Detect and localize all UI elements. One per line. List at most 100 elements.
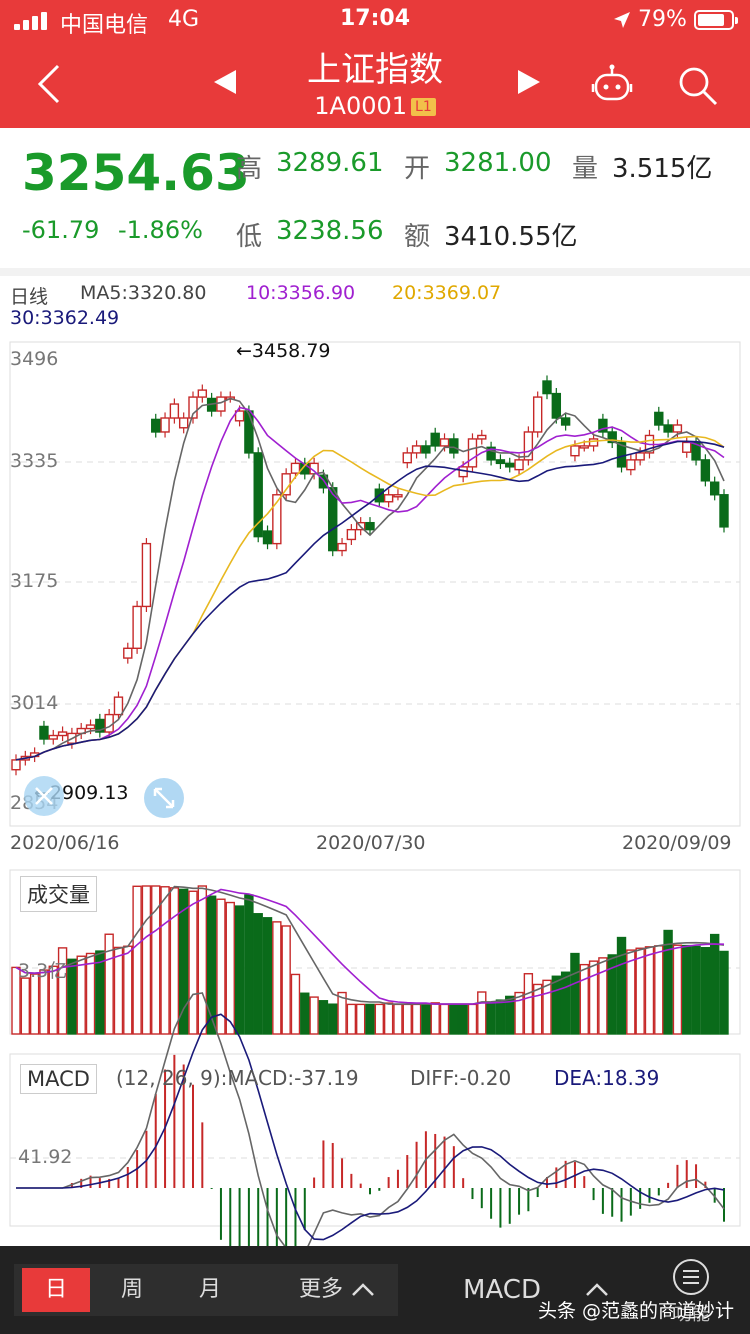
volume-bar — [700, 946, 711, 1035]
volume-bar — [355, 1003, 366, 1035]
volume-bar — [672, 944, 683, 1035]
volume-bar — [449, 1003, 459, 1035]
low-label: 低 — [236, 222, 263, 252]
price-change: -61.79 — [22, 216, 100, 244]
back-icon[interactable] — [30, 62, 70, 106]
chart-area[interactable]: 日线 MA5:3320.80 10:3356.90 20:3369.07 30:… — [0, 276, 750, 1246]
volume-bar — [411, 1003, 422, 1035]
volume-bar — [141, 885, 152, 1035]
volume-panel-label[interactable]: 成交量 — [20, 876, 97, 912]
volume-label: 量 — [572, 154, 599, 184]
tab-weekly[interactable]: 周 — [120, 1277, 143, 1302]
volume-bar — [281, 925, 291, 1035]
tab-daily[interactable]: 日 — [22, 1268, 90, 1312]
candle-body — [551, 392, 562, 419]
candle-body — [495, 459, 506, 465]
candle-body — [467, 438, 478, 468]
indicator-chevron-icon[interactable] — [584, 1280, 610, 1298]
candle-body — [151, 418, 161, 433]
tab-monthly[interactable]: 月 — [198, 1277, 221, 1302]
candle-body — [39, 725, 49, 740]
battery-icon — [694, 10, 738, 30]
indicator-selector[interactable]: MACD — [463, 1275, 541, 1305]
volume-bar — [560, 971, 571, 1035]
macd-params: (12, 26, 9):MACD:-37.19 — [116, 1066, 359, 1090]
candle-body — [11, 759, 21, 771]
x-label-start: 2020/06/16 — [10, 832, 120, 854]
candle-body — [253, 452, 263, 538]
volume-bar — [85, 952, 96, 1035]
menu-label[interactable]: 功能 — [674, 1304, 710, 1325]
volume-bar — [67, 958, 77, 1035]
menu-icon[interactable] — [672, 1258, 710, 1296]
volume-bar — [458, 1003, 468, 1035]
status-bar: 中国电信 4G 17:04 79% — [0, 0, 750, 40]
location-icon — [614, 12, 630, 28]
expand-icon[interactable] — [142, 776, 186, 820]
y-tick-3: 3175 — [10, 570, 59, 592]
volume-bar — [178, 888, 189, 1035]
quote-panel: 3254.63 -61.79 -1.86% 高 3289.61 开 3281.0… — [0, 128, 750, 268]
candle-body — [95, 718, 105, 733]
candle-body — [570, 445, 580, 457]
volume-bar — [626, 949, 636, 1035]
candle-body — [588, 438, 599, 447]
chevron-up-icon[interactable] — [350, 1280, 376, 1298]
robot-icon[interactable] — [590, 62, 634, 106]
prev-stock-icon[interactable] — [214, 70, 236, 94]
bottom-bar: 日 周 月 更多 MACD 功能 头条 @范蠡的商道妙计 — [0, 1246, 750, 1334]
macd-panel-label[interactable]: MACD — [20, 1064, 97, 1094]
volume-bar — [29, 973, 40, 1035]
candle-body — [197, 389, 208, 398]
volume-bar — [402, 1003, 412, 1035]
volume-bar — [570, 952, 580, 1035]
stock-code-text: 1A0001 — [314, 92, 408, 120]
volume-bar — [682, 944, 692, 1035]
x-label-mid: 2020/07/30 — [316, 832, 426, 854]
volume-bar — [272, 921, 282, 1035]
candle-body — [290, 462, 301, 474]
volume-bar — [262, 917, 273, 1035]
open-label: 开 — [404, 154, 431, 184]
volume-bar — [588, 960, 599, 1035]
volume-bar — [691, 945, 701, 1035]
volume-bar — [244, 894, 254, 1035]
candle-body — [48, 734, 58, 740]
volume-bar — [300, 992, 310, 1035]
tab-more[interactable]: 更多 — [298, 1277, 343, 1302]
candle-body — [234, 410, 245, 422]
macd-dea: DEA:18.39 — [554, 1066, 660, 1090]
candle-body — [104, 713, 114, 733]
candle-body — [169, 403, 180, 419]
volume-bar — [253, 913, 263, 1035]
collapse-icon[interactable] — [22, 774, 66, 818]
ma30-label: 30:3362.49 — [10, 307, 120, 329]
candle-body — [337, 542, 347, 552]
macd-diff: DIFF:-0.20 — [410, 1066, 512, 1090]
candle-body — [113, 696, 124, 716]
volume-ma5-line — [15, 885, 725, 1005]
volume-bar — [57, 947, 68, 1035]
volume-bar — [532, 983, 543, 1035]
candle-body — [188, 396, 198, 419]
volume-bar — [598, 957, 608, 1035]
volume-bar — [467, 1003, 478, 1035]
search-icon[interactable] — [676, 64, 720, 108]
volume-bar — [113, 946, 124, 1035]
volume-bar — [365, 1003, 375, 1035]
stock-code: 1A0001 L1 — [0, 92, 750, 120]
volume-bar — [374, 1003, 385, 1035]
y-tick-2: 3335 — [10, 450, 59, 472]
volume-bar — [719, 950, 729, 1035]
volume-bar — [132, 885, 142, 1035]
candle-body — [365, 521, 375, 531]
candle-body — [393, 494, 403, 498]
open-value: 3281.00 — [444, 148, 552, 178]
candle-body — [532, 396, 543, 433]
volume-bar — [104, 933, 114, 1035]
next-stock-icon[interactable] — [518, 70, 540, 94]
candle-body — [607, 431, 617, 444]
candle-body — [216, 396, 226, 412]
candle-body — [383, 494, 394, 503]
volume-bar — [393, 1003, 403, 1035]
